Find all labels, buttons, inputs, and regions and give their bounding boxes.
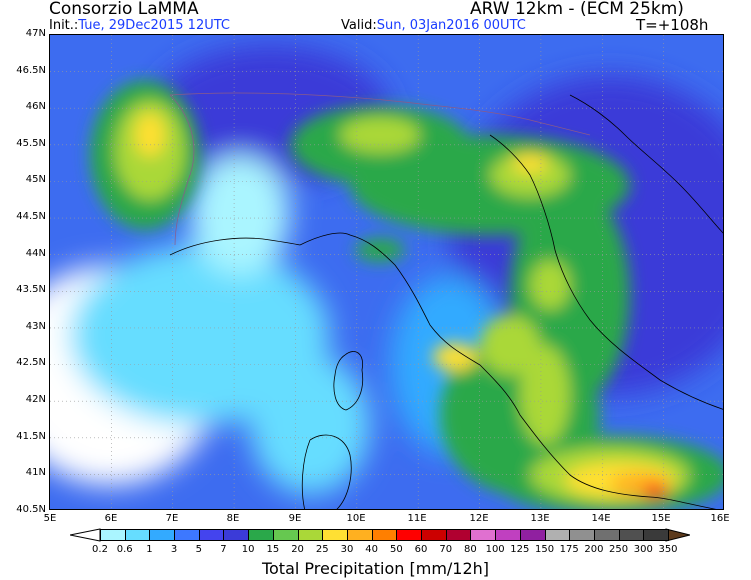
lon-label: 13E [530, 513, 550, 524]
lat-label: 46.5N [16, 65, 46, 76]
precipitation-field [50, 35, 723, 509]
lat-lon-grid [50, 35, 723, 509]
colorbar-threshold-label: 0.2 [92, 544, 108, 555]
colorbar-swatch [223, 529, 250, 541]
lat-label: 40.5N [16, 504, 46, 515]
borders [169, 92, 591, 246]
organization-title: Consorzio LaMMA [49, 0, 199, 19]
forecast-step: T=+108h [636, 16, 709, 34]
colorbar-threshold-label: 30 [340, 544, 354, 555]
colorbar-swatch [569, 529, 595, 541]
colorbar-swatch [643, 529, 669, 541]
colorbar-swatch [124, 529, 151, 541]
lat-label: 46N [25, 101, 46, 112]
valid-label: Valid: [341, 18, 377, 33]
colorbar-threshold-label: 5 [195, 544, 202, 555]
colorbar-swatch [322, 529, 348, 541]
lat-label: 43.5N [16, 284, 46, 295]
lon-label: 8E [226, 513, 240, 524]
init-value: Tue, 29Dec2015 12UTC [78, 18, 230, 33]
colorbar-swatch [421, 529, 447, 541]
lat-label: 42.5N [16, 357, 46, 368]
colorbar-threshold-label: 50 [389, 544, 403, 555]
colorbar-threshold-label: 3 [170, 544, 178, 555]
colorbar-swatch [248, 529, 274, 541]
colorbar-threshold-label: 80 [464, 544, 477, 555]
colorbar-swatch [618, 529, 645, 541]
lat-label: 44N [25, 248, 46, 259]
lat-label: 45N [25, 174, 46, 185]
lon-label: 7E [165, 513, 179, 524]
colorbar-threshold-label: 70 [439, 544, 453, 555]
lon-label: 10E [346, 513, 366, 524]
lat-label: 43N [25, 321, 46, 332]
colorbar-swatch [272, 529, 299, 541]
colorbar-swatch [593, 529, 620, 541]
colorbar-threshold-label: 250 [609, 544, 629, 555]
colorbar-swatch [100, 529, 126, 541]
lon-label: 6E [104, 513, 118, 524]
colorbar-threshold-label: 60 [414, 544, 428, 555]
lon-label: 12E [469, 513, 489, 524]
lat-label: 42N [25, 394, 46, 405]
colorbar-threshold-label: 7 [220, 544, 227, 555]
colorbar-threshold-label: 300 [633, 544, 653, 555]
colorbar-threshold-label: 10 [241, 544, 255, 555]
colorbar-swatch [346, 529, 373, 541]
colorbar-threshold-label: 40 [365, 544, 379, 555]
colorbar-threshold-label: 175 [559, 544, 579, 555]
colorbar-threshold-label: 100 [485, 544, 505, 555]
init-label: Init.: [49, 18, 79, 33]
valid-value: Sun, 03Jan2016 00UTC [376, 18, 526, 33]
colorbar-threshold-label: 350 [658, 544, 678, 555]
colorbar-threshold-label: 150 [534, 544, 555, 555]
init-time: Init.:Tue, 29Dec2015 12UTC [49, 19, 230, 33]
colorbar-swatch [445, 529, 472, 541]
model-title: ARW 12km - (ECM 25km) [470, 0, 684, 19]
precipitation-map [49, 34, 724, 510]
colorbar-swatch [396, 529, 423, 541]
colorbar-threshold-label: 0.6 [116, 544, 133, 555]
lon-label: 9E [288, 513, 302, 524]
colorbar-threshold-label: 1 [146, 544, 153, 555]
colorbar-swatch [174, 529, 200, 541]
lat-label: 45.5N [16, 138, 46, 149]
lon-label: 5E [43, 513, 57, 524]
lat-label: 41N [25, 467, 46, 478]
valid-time: Valid:Sun, 03Jan2016 00UTC [341, 19, 526, 33]
colorbar-swatch [149, 529, 176, 541]
colorbar-swatch [544, 529, 571, 541]
coastlines [169, 94, 723, 509]
colorbar-threshold-label: 15 [266, 544, 280, 555]
colorbar-swatch [470, 529, 497, 541]
colorbar [74, 529, 682, 543]
colorbar-title: Total Precipitation [mm/12h] [261, 559, 490, 578]
lat-label: 41.5N [16, 431, 46, 442]
lon-label: 15E [651, 513, 671, 524]
lat-label: 47N [25, 28, 46, 39]
colorbar-swatch [198, 529, 225, 541]
colorbar-swatch [519, 529, 546, 541]
lon-label: 14E [591, 513, 611, 524]
colorbar-swatch [371, 529, 398, 541]
lon-label: 16E [710, 513, 730, 524]
colorbar-swatch [495, 529, 521, 541]
colorbar-threshold-label: 25 [315, 544, 329, 555]
colorbar-threshold-label: 200 [584, 544, 604, 555]
colorbar-swatch [297, 529, 324, 541]
lat-label: 44.5N [16, 211, 46, 222]
colorbar-threshold-label: 20 [291, 544, 304, 555]
lon-label: 11E [407, 513, 427, 524]
colorbar-threshold-label: 125 [510, 544, 530, 555]
